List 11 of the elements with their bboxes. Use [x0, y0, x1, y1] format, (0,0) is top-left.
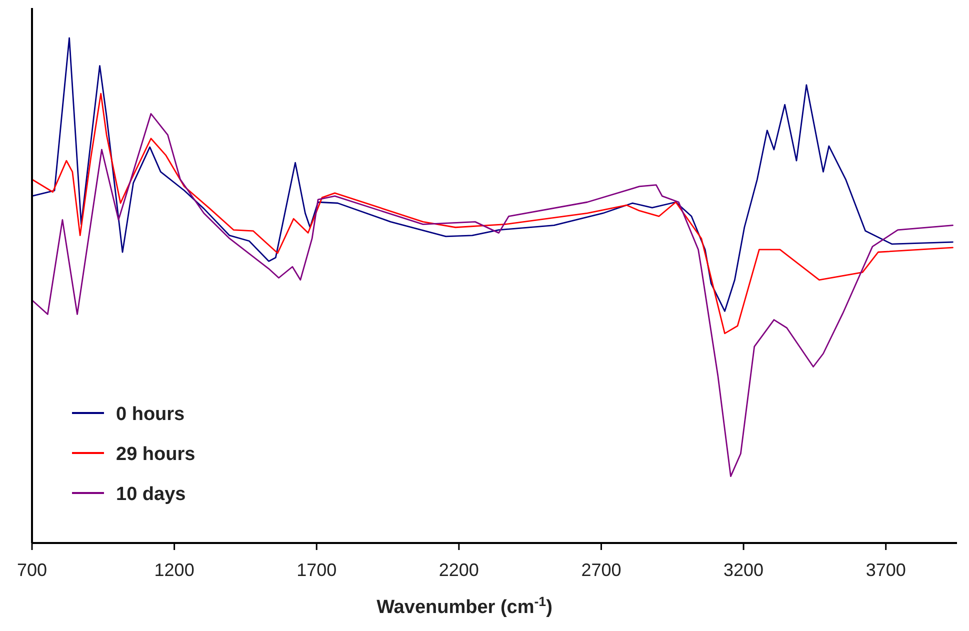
legend-label: 10 days	[116, 484, 186, 505]
x-tick-label: 1700	[296, 560, 337, 580]
x-tick-label: 2200	[438, 560, 479, 580]
x-tick-label: 3200	[724, 560, 764, 580]
x-axis-title: Wavenumber (cm$^{-1}$)	[376, 594, 552, 618]
x-tick-label: 1200	[154, 560, 194, 580]
x-tick-label: 2700	[581, 560, 622, 580]
x-tick-label: 3700	[866, 560, 906, 580]
legend-label: 29 hours	[116, 444, 196, 465]
x-tick-label: 700	[16, 560, 48, 580]
legend-label: 0 hours	[116, 404, 185, 425]
